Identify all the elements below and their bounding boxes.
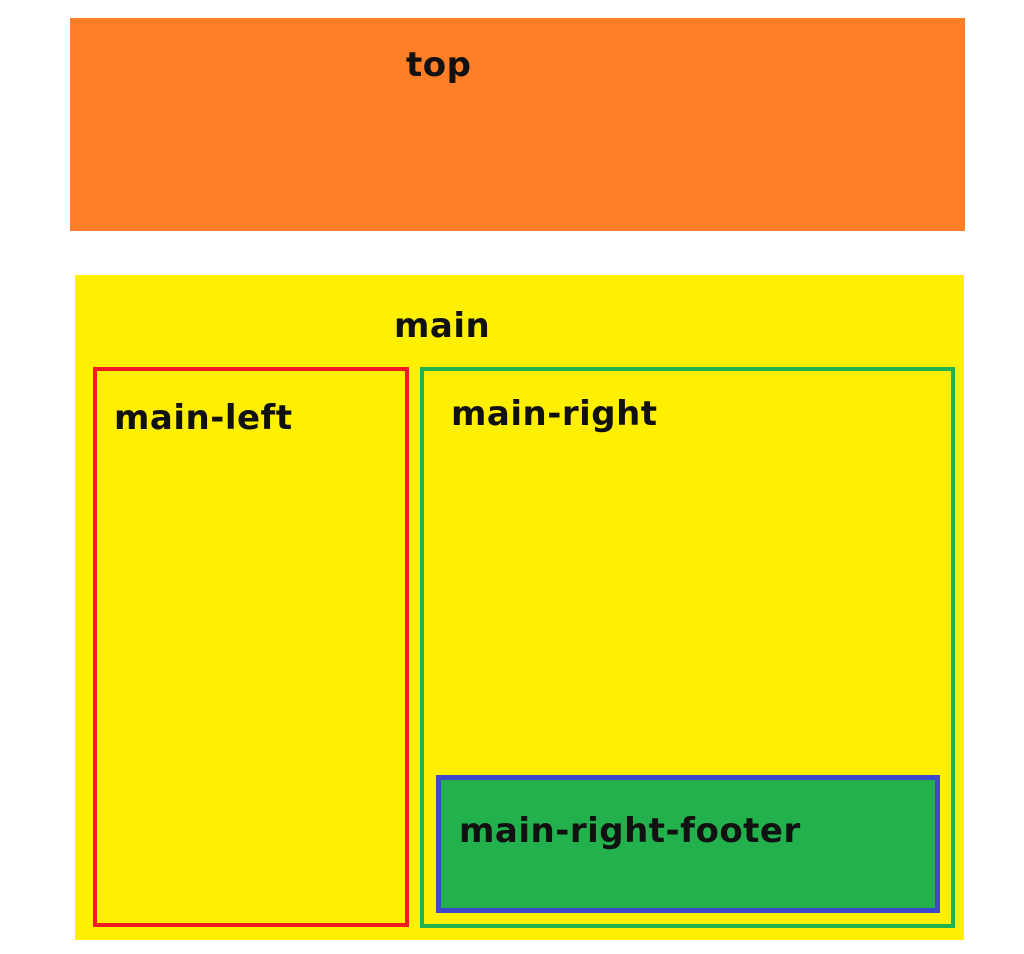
main-left-label: main-left	[114, 398, 293, 438]
main-block: main main-left main-right main-right-foo…	[75, 275, 964, 940]
main-label: main	[394, 306, 491, 346]
main-right-footer-label: main-right-footer	[459, 811, 801, 851]
top-block: top	[70, 18, 965, 231]
main-left-block: main-left	[93, 367, 409, 927]
main-right-block: main-right main-right-footer	[420, 367, 955, 928]
main-right-label: main-right	[451, 394, 658, 434]
top-label: top	[406, 45, 472, 85]
main-right-footer-block: main-right-footer	[436, 775, 940, 913]
